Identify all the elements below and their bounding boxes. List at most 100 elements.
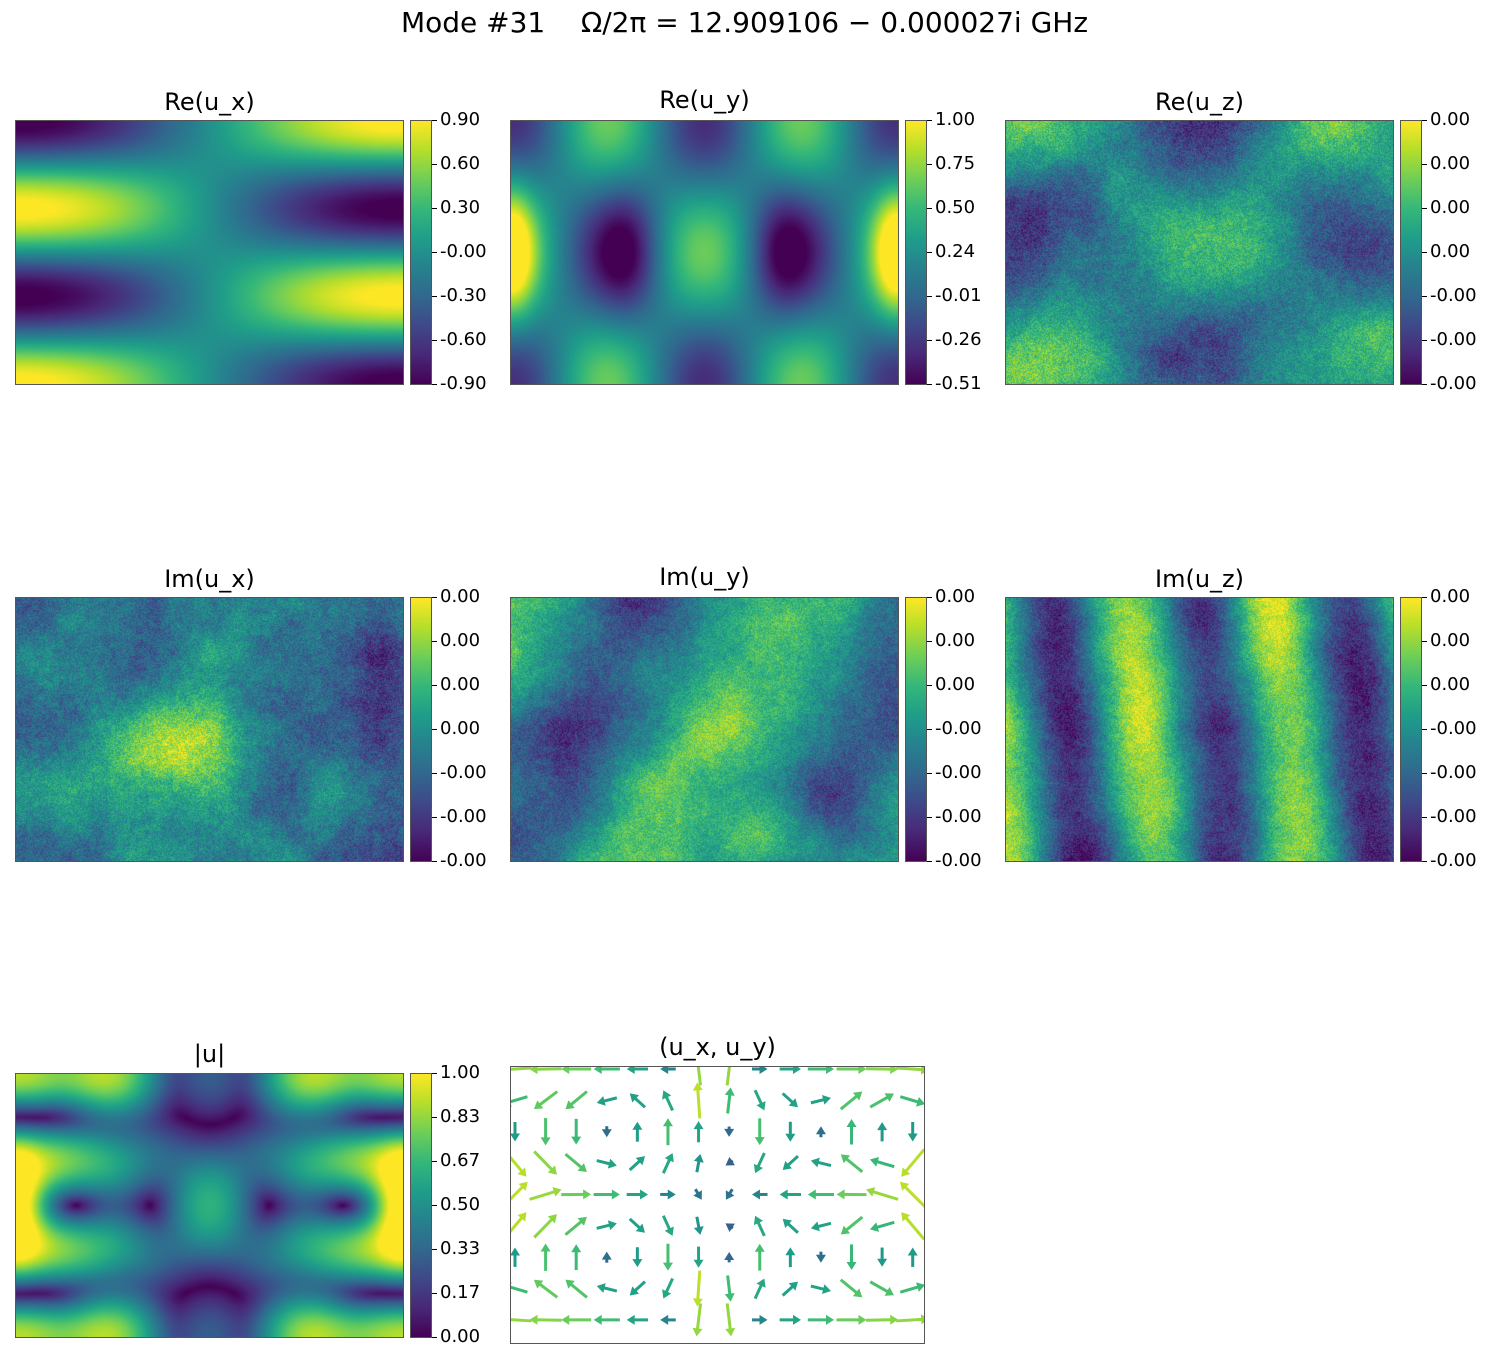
heatmap-im-ux [15, 597, 404, 862]
colorbar-tick-label: -0.00 [1430, 329, 1477, 350]
quiver-arrow [565, 1090, 588, 1110]
colorbar-tickmark [432, 1161, 437, 1162]
quiver-arrow [696, 1067, 703, 1086]
quiver-arrow [866, 1187, 899, 1201]
colorbar-tick-label: -0.30 [440, 285, 487, 306]
heatmap-re-ux-canvas [16, 121, 403, 384]
quiver-arrow [877, 1247, 888, 1267]
colorbar-tick-label: -0.00 [935, 718, 982, 739]
quiver-arrow [810, 1157, 832, 1168]
colorbar-tickmark [432, 729, 437, 730]
quiver-arrow [692, 1303, 703, 1337]
quiver-arrow [693, 1246, 704, 1268]
colorbar-tick-label: 0.00 [1430, 109, 1471, 130]
quiver-arrow [836, 1067, 867, 1075]
colorbar-tickmark [1422, 729, 1427, 730]
panel-title-quiver: (u_x, u_y) [659, 1033, 776, 1061]
quiver-arrow [836, 1189, 867, 1200]
quiver-arrow [907, 1247, 918, 1267]
quiver-arrow [661, 1152, 674, 1174]
colorbar-tickmark [927, 685, 932, 686]
quiver-arrow [511, 1156, 527, 1177]
heatmap-im-uz [1005, 597, 1394, 862]
quiver-arrow [725, 1188, 735, 1200]
heatmap-re-uy [510, 120, 899, 385]
quiver-arrow [511, 1318, 532, 1323]
quiver-arrow [901, 1148, 924, 1177]
colorbar-re-uz [1400, 120, 1422, 385]
colorbar-tickmark [432, 1205, 437, 1206]
colorbar-tick-label: 0.00 [440, 1326, 481, 1347]
quiver-arrow [865, 1067, 899, 1075]
heatmap-abs-u [15, 1073, 404, 1338]
quiver-arrow [662, 1118, 673, 1146]
quiver-arrow [901, 1212, 924, 1241]
quiver-arrow [629, 1280, 647, 1296]
quiver-arrow [596, 1096, 618, 1106]
colorbar-tick-label: -0.00 [440, 762, 487, 783]
colorbar-tickmark [1422, 164, 1427, 165]
quiver-arrow [529, 1187, 562, 1201]
quiver-arrow [511, 1121, 520, 1142]
quiver-arrow [781, 1281, 798, 1297]
quiver-arrow [899, 1095, 924, 1107]
colorbar-tickmark [1422, 641, 1427, 642]
quiver-arrow [511, 1212, 527, 1233]
colorbar-tick-label: -0.51 [935, 373, 982, 394]
heatmap-im-uy-canvas [511, 598, 898, 861]
quiver-arrow [807, 1067, 835, 1075]
quiver-arrow [807, 1189, 835, 1200]
colorbar-tickmark [927, 861, 932, 862]
quiver-arrow [753, 1089, 766, 1111]
colorbar-tick-label: -0.00 [1430, 850, 1477, 871]
quiver-arrow [751, 1314, 768, 1325]
colorbar-tick-label: 1.00 [440, 1062, 481, 1083]
colorbar-tickmark [927, 641, 932, 642]
quiver-arrow [754, 1243, 765, 1271]
quiver-arrow [571, 1244, 582, 1271]
quiver-arrow [693, 1153, 704, 1173]
quiver-arrow [724, 1087, 735, 1114]
quiver-arrow [511, 1247, 520, 1267]
quiver-arrow [751, 1189, 768, 1200]
colorbar-abs-u [410, 1073, 432, 1338]
quiver-arrow [626, 1189, 649, 1200]
quiver-arrow [782, 1218, 799, 1234]
quiver-arrow [533, 1214, 557, 1239]
colorbar-tick-label: 0.00 [440, 630, 481, 651]
quiver-arrow [693, 1216, 704, 1235]
quiver-arrow [632, 1247, 643, 1268]
quiver-arrow [779, 1189, 802, 1200]
colorbar-tick-label: -0.00 [1430, 285, 1477, 306]
quiver-arrow [626, 1067, 649, 1074]
colorbar-tick-label: -0.26 [935, 329, 982, 350]
quiver-arrow [693, 1121, 704, 1143]
colorbar-tickmark [432, 773, 437, 774]
panel-title-im-uz: Im(u_z) [1155, 565, 1244, 593]
quiver-arrow [593, 1067, 620, 1075]
colorbar-tick-label: -0.00 [440, 241, 487, 262]
quiver-arrow [779, 1067, 802, 1074]
quiver-arrow [692, 1082, 703, 1119]
quiver-arrow [869, 1093, 894, 1109]
colorbar-tickmark [432, 817, 437, 818]
quiver-arrow [779, 1314, 802, 1325]
quiver-arrow [899, 1181, 924, 1208]
colorbar-tick-label: 0.50 [935, 197, 976, 218]
heatmap-im-uz-canvas [1006, 598, 1393, 861]
colorbar-tick-label: 0.00 [935, 630, 976, 651]
colorbar-im-uz [1400, 597, 1422, 862]
quiver-svg [511, 1067, 924, 1337]
quiver-arrow [561, 1067, 592, 1075]
colorbar-tick-label: -0.60 [440, 329, 487, 350]
colorbar-tickmark [1422, 340, 1427, 341]
quiver-arrow [632, 1121, 643, 1142]
quiver-arrow [596, 1158, 617, 1169]
panel-title-re-uz: Re(u_z) [1155, 88, 1244, 116]
colorbar-tick-label: -0.00 [440, 850, 487, 871]
colorbar-tickmark [432, 685, 437, 686]
colorbar-tickmark [432, 1293, 437, 1294]
figure-title: Mode #31 Ω/2π = 12.909106 − 0.000027i GH… [400, 6, 1089, 39]
colorbar-tickmark [927, 773, 932, 774]
colorbar-tick-label: -0.00 [935, 806, 982, 827]
